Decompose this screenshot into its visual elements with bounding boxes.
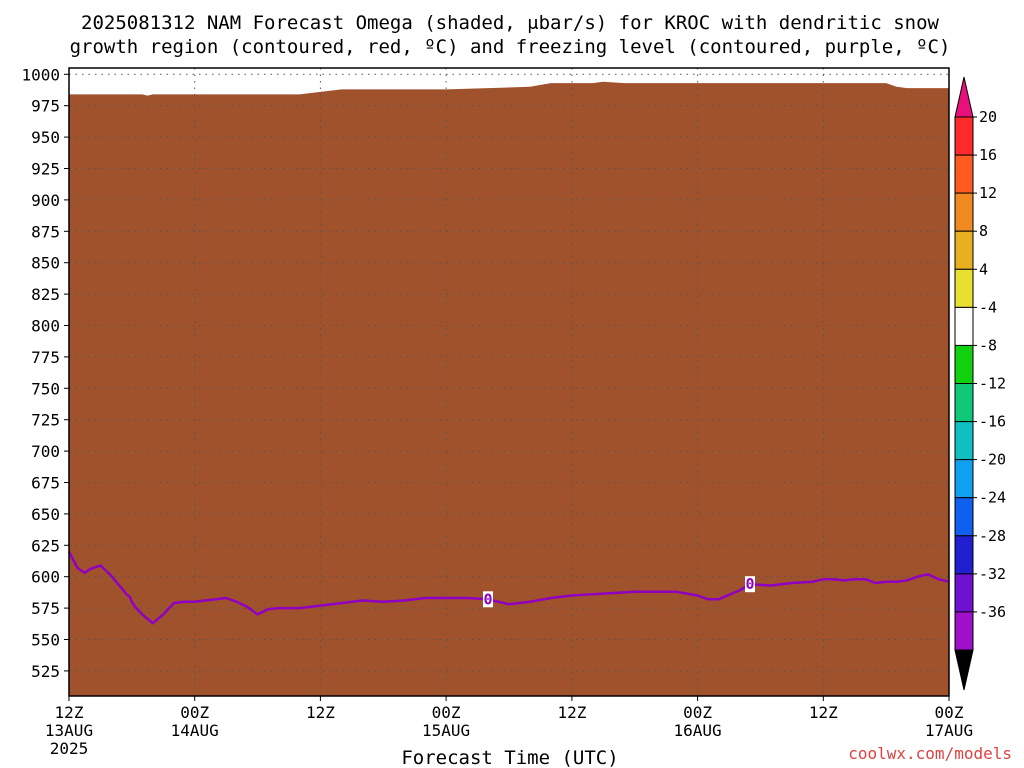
freezing-level-label-bg-1: [745, 576, 755, 593]
y-tick-label-1000: 1000: [21, 65, 60, 84]
colorbar-cell-13: [954, 611, 974, 651]
colorbar-cell-7: [954, 383, 974, 423]
colorbar-cell-10: [954, 497, 974, 537]
colorbar-cell-6: [954, 344, 974, 384]
terrain-layer: [69, 81, 949, 697]
colorbar-label-7: -12: [979, 375, 1006, 393]
colorbar: 20 16 12 8 4 -4 -8 -12 -16 -20 -24 -28 -32 -36: [954, 76, 1006, 691]
y-tick-label-575: 575: [31, 599, 60, 618]
freezing-level-line: [67, 551, 950, 625]
colorbar-label-3: 8: [979, 222, 988, 240]
colorbar-cell-12: [954, 573, 974, 613]
y-tick-label-650: 650: [31, 505, 60, 524]
x-tick-label-6: 12Z: [809, 703, 838, 722]
freezing-level-label-0: 0: [483, 590, 492, 608]
colorbar-cell-2: [954, 192, 974, 232]
colorbar-cell-5: [954, 306, 974, 346]
y-tick-label-750: 750: [31, 379, 60, 398]
x-tick-year-0: 2025: [50, 739, 89, 758]
colorbar-cell-4: [954, 268, 974, 308]
colorbar-label-4: 4: [979, 260, 988, 278]
y-tick-label-850: 850: [31, 254, 60, 273]
colorbar-label-2: 12: [979, 184, 997, 202]
y-tick-label-550: 550: [31, 631, 60, 650]
colorbar-cell-9: [954, 459, 974, 499]
x-tick-date-7: 17AUG: [925, 721, 973, 740]
y-tick-label-600: 600: [31, 568, 60, 587]
freezing-level-label-bg-0: [483, 591, 493, 608]
y-tick-label-725: 725: [31, 411, 60, 430]
colorbar-label-8: -16: [979, 413, 1006, 431]
y-tick-label-675: 675: [31, 474, 60, 493]
freezing-level-label-1: 0: [745, 575, 754, 593]
colorbar-cell-8: [954, 421, 974, 461]
y-tick-label-625: 625: [31, 536, 60, 555]
x-tick-label-4: 12Z: [557, 703, 586, 722]
x-tick-date-5: 16AUG: [674, 721, 722, 740]
colorbar-label-10: -24: [979, 489, 1006, 507]
colorbar-cell-11: [954, 535, 974, 575]
y-tick-label-525: 525: [31, 662, 60, 681]
x-tick-label-0: 12Z: [55, 703, 84, 722]
colorbar-label-6: -8: [979, 336, 997, 354]
chart-title-line-2: growth region (contoured, red, ºC) and f…: [70, 36, 951, 58]
colorbar-bottom-triangle: [954, 649, 974, 691]
y-tick-label-900: 900: [31, 191, 60, 210]
gridlines: [69, 68, 949, 696]
x-tick-label-7: 00Z: [935, 703, 964, 722]
colorbar-cell-3: [954, 230, 974, 270]
x-tick-label-2: 12Z: [306, 703, 335, 722]
colorbar-cell-1: [954, 154, 974, 194]
colorbar-label-11: -28: [979, 527, 1006, 545]
chart-title-line-1: 2025081312 NAM Forecast Omega (shaded, μ…: [81, 12, 939, 34]
terrain-fill: [69, 81, 949, 697]
colorbar-label-0: 20: [979, 108, 997, 126]
x-axis-label: Forecast Time (UTC): [401, 747, 618, 768]
colorbar-label-13: -36: [979, 603, 1006, 621]
colorbar-label-5: -4: [979, 298, 997, 316]
freezing-level-layer: 00: [67, 551, 950, 625]
y-tick-label-975: 975: [31, 97, 60, 116]
credit-text: coolwx.com/models: [848, 744, 1012, 763]
colorbar-label-9: -20: [979, 451, 1006, 469]
y-tick-label-950: 950: [31, 128, 60, 147]
x-tick-date-1: 14AUG: [171, 721, 219, 740]
x-tick-label-5: 00Z: [683, 703, 712, 722]
plot-area: 00: [67, 67, 950, 697]
colorbar-cell-0: [954, 116, 974, 156]
colorbar-label-12: -32: [979, 565, 1006, 583]
y-tick-label-800: 800: [31, 317, 60, 336]
colorbar-top-triangle: [954, 76, 974, 118]
y-tick-label-700: 700: [31, 442, 60, 461]
y-tick-label-825: 825: [31, 285, 60, 304]
y-tick-label-925: 925: [31, 160, 60, 179]
x-tick-label-3: 00Z: [432, 703, 461, 722]
y-axis: 525 550 575 600 625 650 675 700 725 750 775 800 825 8…: [21, 65, 69, 681]
y-tick-label-775: 775: [31, 348, 60, 367]
x-tick-date-0: 13AUG: [45, 721, 93, 740]
plot-frame: [68, 67, 950, 697]
colorbar-label-1: 16: [979, 146, 997, 164]
x-tick-label-1: 00Z: [180, 703, 209, 722]
x-tick-date-3: 15AUG: [422, 721, 470, 740]
y-tick-label-875: 875: [31, 222, 60, 241]
